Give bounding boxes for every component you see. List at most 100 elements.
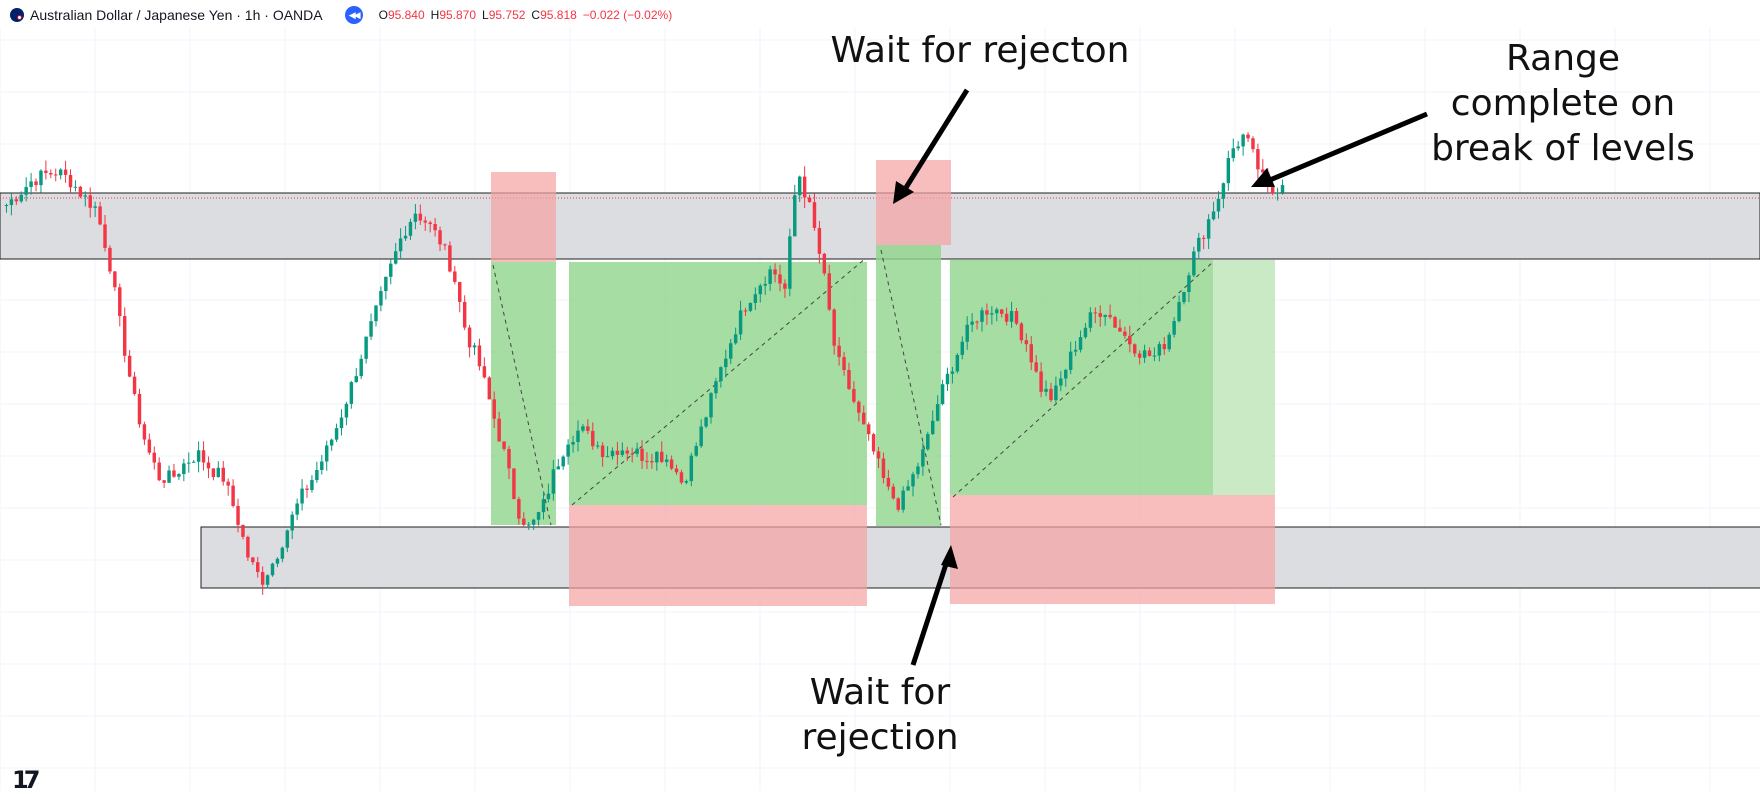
candle-body: [1162, 344, 1167, 350]
candle-body: [389, 263, 393, 277]
candle-body: [950, 371, 955, 374]
candle-body: [413, 213, 418, 222]
long-2-target-zone[interactable]: [950, 260, 1213, 495]
candle-body: [1157, 344, 1162, 356]
long-2-stop-zone[interactable]: [950, 495, 1275, 604]
candle-body: [921, 449, 925, 467]
candle-body: [768, 269, 772, 284]
candle-body: [906, 486, 910, 491]
candle-body: [576, 430, 580, 442]
annotation-wait-rejecton[interactable]: Wait for rejecton: [812, 28, 1148, 73]
candle-body: [433, 224, 437, 231]
candle-body: [940, 384, 945, 405]
candle-body: [418, 213, 423, 221]
candle-body: [512, 468, 516, 500]
candle-body: [216, 467, 221, 478]
candle-body: [231, 485, 235, 506]
candle-body: [68, 174, 73, 188]
long-1-target-zone[interactable]: [569, 262, 867, 505]
candle-body: [926, 434, 930, 450]
candle-body: [1004, 313, 1009, 322]
replay-icon[interactable]: ◀◀: [344, 6, 363, 24]
candle-body: [364, 336, 368, 359]
candle-body: [379, 291, 383, 306]
candle-body: [1009, 311, 1014, 322]
candle-body: [714, 381, 718, 394]
candle-body: [1197, 237, 1201, 252]
candle-body: [536, 512, 541, 520]
candle-body: [837, 345, 841, 358]
candle-body: [1167, 334, 1171, 350]
candle-body: [733, 334, 738, 344]
candle-body: [980, 310, 984, 322]
candle-body: [522, 518, 526, 525]
candle-body: [1142, 350, 1147, 358]
short-1-target-zone[interactable]: [491, 262, 556, 525]
candle-body: [1039, 371, 1043, 392]
candle-body: [497, 418, 501, 442]
candle-body: [581, 426, 585, 431]
candle-body: [709, 393, 713, 418]
candle-body: [226, 481, 230, 486]
candle-body: [1206, 219, 1211, 239]
candle-body: [1064, 369, 1068, 379]
arrow-top-head: [893, 181, 914, 204]
candle-body: [187, 462, 191, 464]
candle-body: [1275, 192, 1280, 194]
short-2-path: [880, 249, 942, 526]
candle-body: [108, 247, 112, 272]
candle-body: [955, 354, 960, 372]
candle-body: [1147, 350, 1152, 356]
annotation-range-complete[interactable]: Range complete on break of levels: [1410, 36, 1716, 171]
candle-body: [127, 355, 132, 377]
candle-body: [866, 424, 871, 435]
short-1-stop-zone[interactable]: [491, 172, 556, 262]
candle-body: [339, 417, 344, 429]
candle-body: [384, 276, 388, 292]
candle-body: [1246, 134, 1250, 139]
candle-body: [975, 321, 979, 323]
candle-body: [669, 459, 674, 469]
candle-body: [1270, 186, 1275, 194]
long-1-stop-zone[interactable]: [569, 505, 867, 606]
candle-body: [142, 424, 147, 440]
candle-body: [591, 430, 595, 447]
candle-body: [1128, 335, 1132, 345]
candle-body: [221, 467, 225, 482]
annotation-bottom-line1: Wait for: [809, 672, 951, 713]
candle-body: [152, 452, 156, 463]
symbol-title[interactable]: Australian Dollar / Japanese Yen · 1h · …: [30, 7, 323, 23]
candle-body: [566, 444, 570, 457]
candle-body: [295, 503, 299, 515]
candle-body: [14, 199, 19, 202]
candle-body: [807, 197, 812, 203]
candle-body: [374, 305, 378, 322]
candle-body: [960, 341, 965, 355]
candle-body: [615, 450, 620, 455]
candle-body: [448, 245, 452, 272]
candle-body: [502, 441, 506, 449]
candle-body: [1182, 292, 1186, 303]
candle-body: [241, 524, 245, 537]
candle-body: [1093, 312, 1098, 314]
candle-body: [1280, 185, 1285, 193]
candle-body: [852, 388, 856, 402]
annotation-wait-rejection[interactable]: Wait for rejection: [770, 670, 990, 760]
candle-body: [758, 285, 763, 295]
candle-body: [625, 450, 629, 454]
candle-body: [78, 186, 83, 197]
candle-body: [664, 459, 669, 462]
candle-body: [1098, 313, 1102, 317]
australia-flag-icon: [10, 8, 24, 22]
candle-body: [88, 195, 92, 208]
candle-body: [1113, 317, 1117, 328]
candle-body: [1137, 353, 1142, 358]
candle-body: [640, 448, 644, 461]
symbol-legend: Australian Dollar / Japanese Yen · 1h · …: [10, 5, 672, 25]
candle-body: [674, 468, 679, 473]
candle-body: [462, 301, 467, 328]
candle-body: [113, 271, 117, 288]
candle-body: [477, 345, 482, 367]
candle-body: [315, 470, 319, 481]
